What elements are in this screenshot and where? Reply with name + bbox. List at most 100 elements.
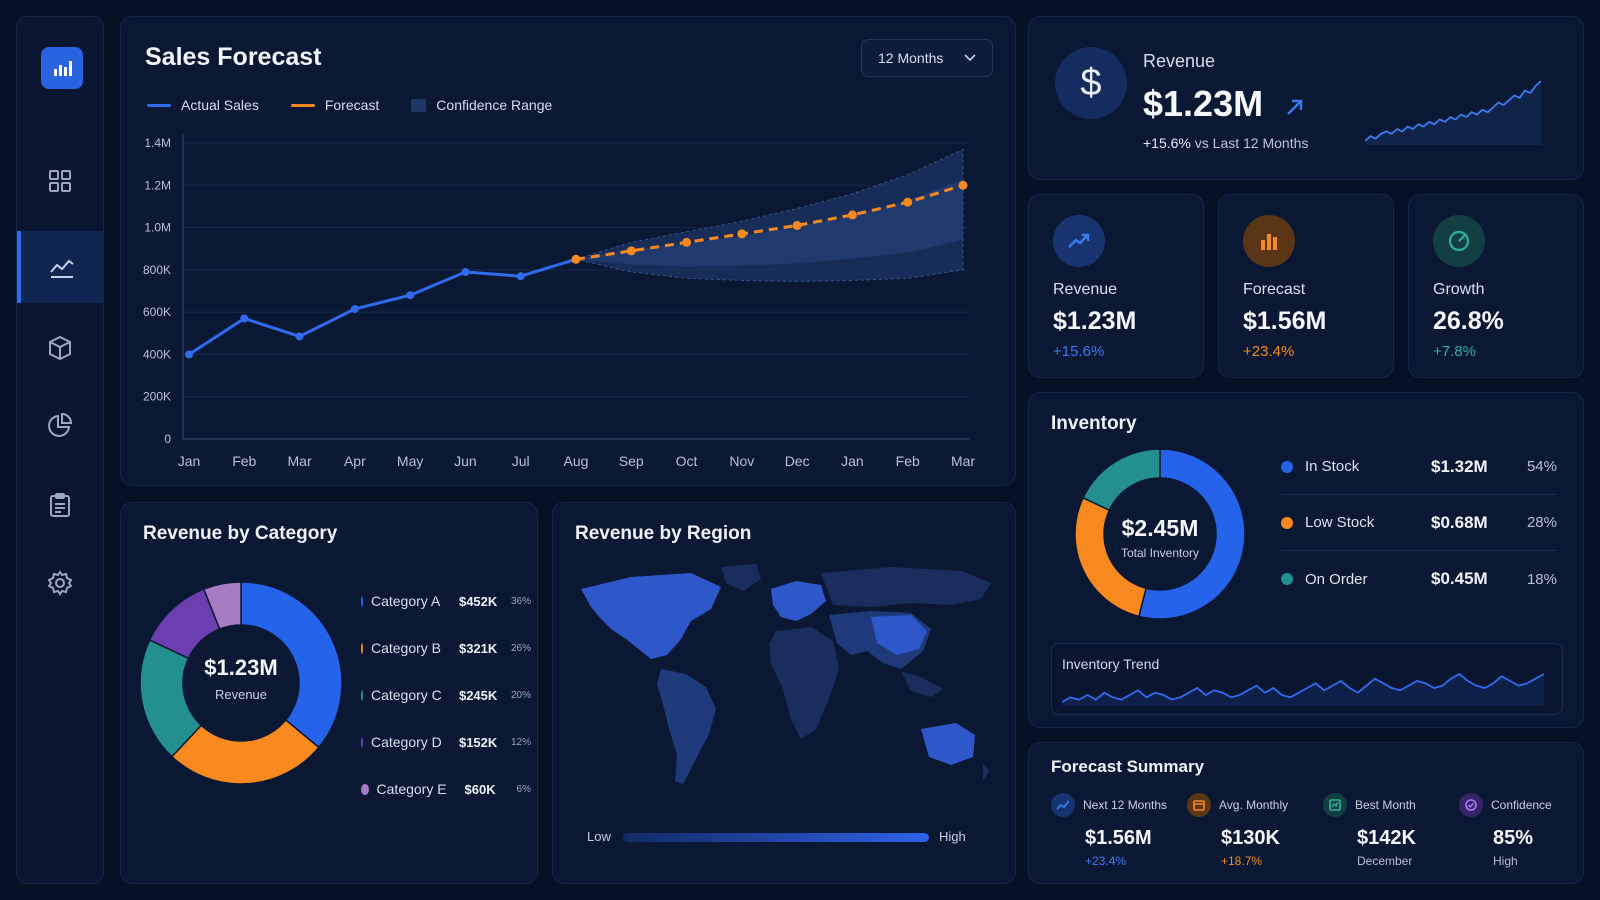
kpi-label: Forecast (1243, 281, 1306, 298)
revenue-by-category-panel: Revenue by Category $1.23M Revenue Categ… (120, 502, 538, 884)
growth-gauge-icon (1433, 215, 1485, 267)
kpi-card-forecast: Forecast $1.56M +23.4% (1218, 194, 1394, 378)
inventory-row-on-order[interactable]: On Order $0.45M 18% (1281, 551, 1557, 607)
fs-value: $130K (1221, 827, 1280, 849)
map-australia (921, 723, 975, 765)
donut-slice (240, 581, 343, 749)
kpi-value: 26.8% (1433, 307, 1504, 335)
legend-dot (361, 783, 369, 795)
legend-actual-label: Actual Sales (181, 97, 259, 113)
x-tick-label: Oct (676, 453, 698, 469)
inventory-row-value: $0.68M (1431, 512, 1488, 532)
range-select[interactable]: 12 Months (861, 39, 993, 77)
sparkline-area (1365, 81, 1541, 145)
clipboard-icon (50, 493, 70, 517)
nav-analytics[interactable] (17, 231, 103, 303)
actual-sales-point (350, 304, 359, 313)
inventory-row-name: In Stock (1305, 458, 1360, 475)
sales-forecast-chart: 0 200K 400K 600K 800K 1.0M 1.2M 1.4M Jan Feb Mar Ap… (143, 135, 975, 469)
x-tick-label: May (397, 453, 423, 469)
forecast-point (903, 197, 913, 207)
category-pct: 12% (510, 736, 531, 748)
bar-chart-logo-icon (54, 61, 72, 76)
inventory-row-pct: 54% (1526, 458, 1557, 475)
category-row-e[interactable]: Category E $60K 6% (361, 779, 531, 799)
x-tick-label: Sep (619, 453, 644, 469)
inventory-trend-box: Inventory Trend (1051, 643, 1563, 715)
x-tick-label: Feb (896, 453, 920, 469)
actual-sales-line (188, 257, 577, 356)
region-scale-bar (623, 833, 929, 842)
sparkline-line (1365, 80, 1542, 142)
donut-slice (1082, 448, 1161, 512)
nav-dashboard[interactable] (17, 145, 103, 217)
forecast-point (626, 246, 636, 256)
inventory-row-name: Low Stock (1305, 514, 1375, 531)
fs-sub: High (1493, 854, 1518, 868)
donut-slice (1137, 448, 1246, 620)
category-row-d[interactable]: Category D $152K 12% (361, 732, 531, 752)
category-name: Category E (376, 781, 447, 797)
category-donut-chart (139, 581, 343, 785)
forecast-summary-next12: Next 12 Months $1.56M +23.4% (1051, 793, 1181, 868)
revenue-card-change: +15.6% (1143, 135, 1191, 151)
fs-sub: +23.4% (1085, 854, 1127, 868)
calendar-icon (1187, 793, 1211, 817)
category-row-c[interactable]: Category C $245K 20% (361, 685, 531, 705)
forecast-line (575, 183, 964, 261)
x-tick-label: Jun (454, 453, 477, 469)
forecast-point (737, 229, 747, 239)
nav-tasks[interactable] (17, 469, 103, 541)
legend-actual[interactable]: Actual Sales (147, 97, 259, 113)
kpi-label: Growth (1433, 281, 1485, 298)
inventory-row-pct: 18% (1526, 570, 1557, 588)
app-logo[interactable] (41, 47, 83, 89)
fs-sub: +18.7% (1221, 854, 1263, 868)
category-value: $245K (458, 687, 498, 703)
kpi-value: $1.23M (1053, 307, 1137, 335)
map-europe (771, 581, 826, 621)
kpi-value: $1.56M (1243, 307, 1327, 335)
legend-confidence-label: Confidence Range (436, 97, 553, 113)
inventory-panel: Inventory $2.45M Total Inventory In Stoc… (1028, 392, 1584, 728)
x-tick-label: Aug (564, 453, 589, 469)
fs-label: Confidence (1491, 798, 1552, 812)
category-pct: 20% (510, 689, 531, 701)
line-chart-icon (50, 259, 74, 278)
fs-label: Next 12 Months (1083, 798, 1168, 812)
nav-reports[interactable] (17, 389, 103, 461)
actual-sales-point (406, 291, 415, 300)
inventory-title: Inventory (1051, 413, 1137, 434)
legend-dot (1281, 460, 1293, 473)
kpi-card-growth: Growth 26.8% +7.8% (1408, 194, 1584, 378)
nav-settings[interactable] (17, 547, 103, 619)
category-row-a[interactable]: Category A $452K 36% (361, 591, 531, 611)
box-icon (49, 335, 71, 361)
kpi-change: +15.6% (1053, 343, 1105, 360)
inventory-donut-chart (1074, 448, 1246, 620)
legend-dot (361, 689, 363, 701)
fs-value: 85% (1493, 827, 1534, 849)
fs-value: $142K (1357, 827, 1416, 849)
dollar-icon: $ (1055, 47, 1127, 119)
nav-products[interactable] (17, 312, 103, 384)
category-row-b[interactable]: Category B $321K 26% (361, 638, 531, 658)
legend-forecast[interactable]: Forecast (290, 97, 379, 113)
actual-sales-point (461, 267, 470, 276)
sidebar (16, 16, 104, 884)
fs-label: Avg. Monthly (1219, 798, 1289, 812)
inventory-center-value: $2.45M (1121, 515, 1199, 541)
inventory-row-low-stock[interactable]: Low Stock $0.68M 28% (1281, 495, 1557, 551)
inventory-row-name: On Order (1305, 570, 1368, 588)
inventory-center-label: Total Inventory (1120, 546, 1200, 560)
fs-sub: December (1357, 854, 1413, 868)
category-center-label: Revenue (214, 687, 268, 702)
inventory-row-in-stock[interactable]: In Stock $1.32M 54% (1281, 439, 1557, 495)
legend-confidence[interactable]: Confidence Range (411, 97, 552, 113)
inventory-row-value: $0.45M (1431, 569, 1488, 588)
category-pct: 36% (510, 595, 531, 607)
gear-icon (47, 570, 73, 596)
region-title: Revenue by Region (575, 523, 752, 544)
world-map (581, 564, 991, 784)
check-chart-icon (1323, 793, 1347, 817)
